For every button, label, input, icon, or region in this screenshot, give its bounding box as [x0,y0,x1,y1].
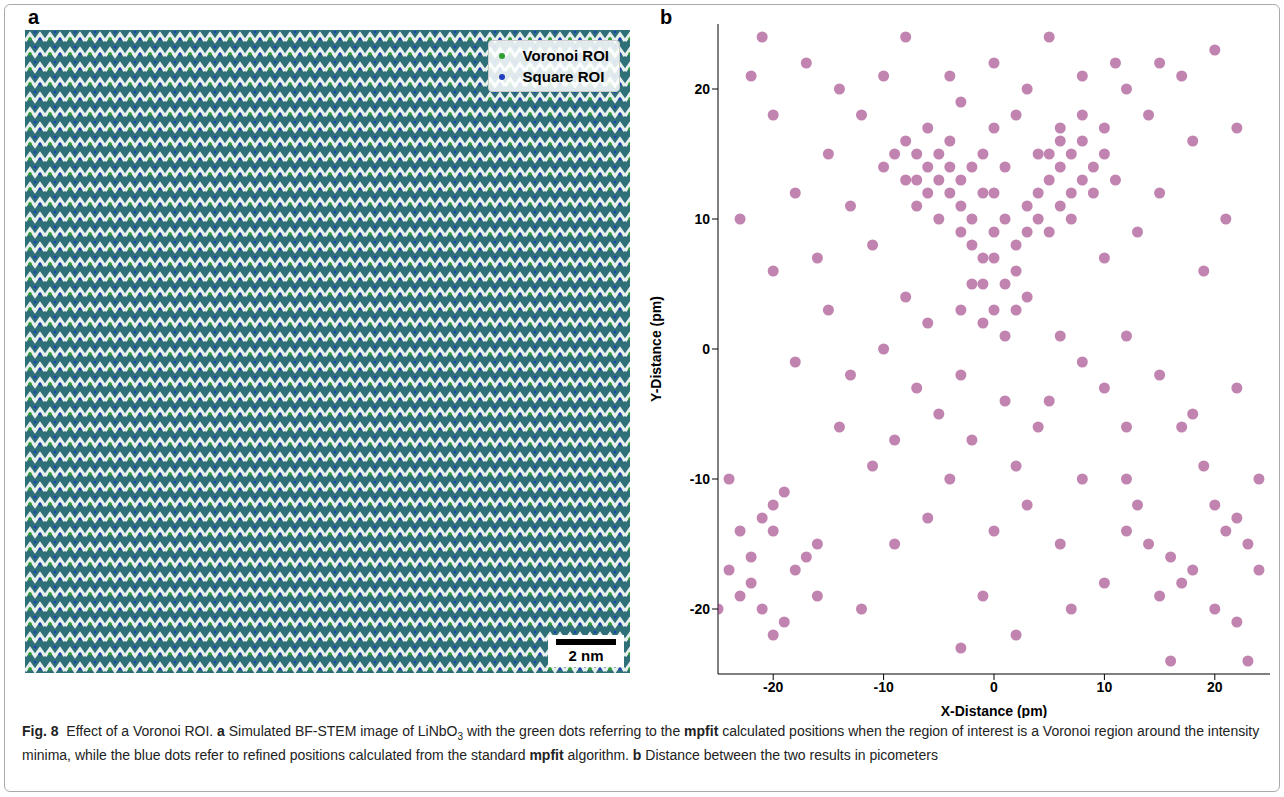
html-text:2 nm: 2 nm [568,647,604,664]
svg-text:10: 10 [694,211,710,227]
html-text:a: a [28,6,40,28]
svg-text:20: 20 [694,81,710,97]
svg-text:-10: -10 [873,679,893,695]
html-text:Voronoi ROI: Voronoi ROI [522,47,609,64]
svg-text:-10: -10 [690,471,710,487]
svg-text:0: 0 [702,341,710,357]
svg-text:20: 20 [1207,679,1223,695]
svg-text:-20: -20 [763,679,783,695]
svg-text:Y-Distance (pm): Y-Distance (pm) [648,296,664,402]
html-text:b: b [660,6,673,28]
svg-text:-20: -20 [690,601,710,617]
svg-text:X-Distance (pm): X-Distance (pm) [941,703,1048,718]
svg-text:0: 0 [990,679,998,695]
html-text:Fig. 8 Effect of a Voronoi ROI: Fig. 8 Effect of a Voronoi ROI. a Simula… [22,723,1264,763]
svg-text:10: 10 [1097,679,1113,695]
html-text:Square ROI: Square ROI [522,68,605,85]
